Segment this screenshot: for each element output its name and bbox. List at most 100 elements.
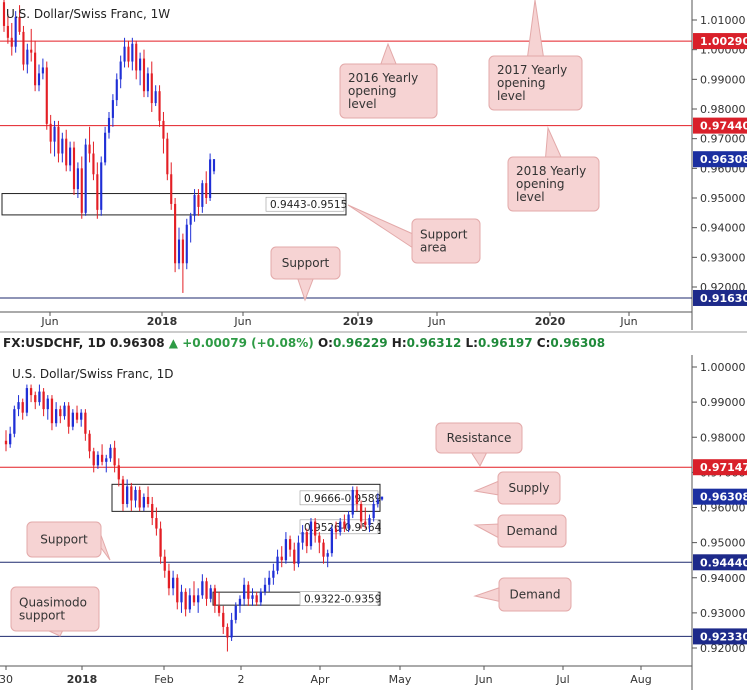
- candle-body: [297, 542, 300, 564]
- candle-body: [92, 153, 95, 175]
- candle-body: [22, 31, 25, 65]
- price-tick-label: 0.99000: [700, 396, 746, 409]
- time-tick-label: Aug: [630, 673, 651, 686]
- daily-price-ticks: 1.000000.990000.980000.970000.960000.950…: [692, 361, 746, 655]
- callout-text: opening: [348, 84, 397, 98]
- price-tick-label: 0.98000: [700, 431, 746, 444]
- candle-body: [67, 405, 70, 427]
- time-tick-label: 2018: [67, 673, 98, 686]
- callout-bubble: [488, 55, 583, 111]
- weekly-chart-panel: 0.9443-0.9515 1.010001.000000.990000.980…: [0, 0, 747, 330]
- callout: Supply: [473, 471, 561, 505]
- candle-body: [255, 595, 258, 603]
- time-tick-label: Apr: [310, 673, 330, 686]
- candle-body: [151, 503, 154, 519]
- time-tick-label: Jun: [233, 315, 251, 328]
- candle-body: [49, 123, 52, 142]
- candle-body: [113, 447, 116, 466]
- weekly-time-ticks: Jun 2018 Jun 2019 Jun 2020 Jun: [40, 312, 638, 328]
- price-tick-label: 1.00000: [700, 361, 746, 374]
- callout-text: Support: [282, 256, 330, 270]
- callout-text: area: [420, 241, 447, 255]
- candle-body: [322, 542, 325, 557]
- up-arrow-icon: ▲: [168, 336, 179, 350]
- candle-body: [75, 412, 79, 420]
- level-price-tag-label: 1.00290: [700, 35, 747, 48]
- weekly-chart-title: U.S. Dollar/Swiss Franc, 1W: [6, 7, 170, 21]
- candle-body: [88, 144, 91, 154]
- candle-body: [197, 595, 200, 603]
- candle-body: [205, 183, 208, 198]
- callout-bubble: [497, 514, 567, 548]
- candle-body: [50, 398, 54, 424]
- candle-body: [26, 49, 29, 65]
- current-price-tag: [693, 151, 747, 168]
- candle-body: [37, 73, 41, 86]
- time-tick-label: 2: [238, 673, 245, 686]
- callout-text: Demand: [510, 588, 561, 602]
- level-price-tag: [693, 33, 747, 50]
- time-tick-label: 30: [0, 673, 13, 686]
- candle-body: [76, 168, 79, 190]
- daily-plot-area: [0, 355, 692, 666]
- price-tick-label: 0.99000: [700, 73, 746, 86]
- low-value: 0.96197: [477, 336, 533, 350]
- candle-body: [42, 391, 45, 410]
- callout-text: opening: [497, 76, 546, 90]
- weekly-candles: [2, 0, 216, 293]
- candle-body: [130, 486, 133, 501]
- callout-bubble: [270, 246, 341, 280]
- candle-body: [121, 479, 125, 504]
- high-label: H:: [391, 336, 407, 350]
- candle-body: [138, 489, 141, 508]
- callout-text: level: [497, 89, 526, 103]
- candle-body: [96, 454, 100, 466]
- level-price-tag-label: 0.97440: [700, 120, 747, 133]
- candle-body: [25, 388, 29, 413]
- candle-body: [34, 395, 37, 403]
- callout-text: opening: [516, 177, 565, 191]
- time-tick-label: Feb: [154, 673, 173, 686]
- candle-body: [38, 391, 41, 403]
- candle-body: [201, 183, 204, 207]
- candle-body: [123, 46, 126, 62]
- level-price-tag-label: 0.91630: [700, 292, 747, 305]
- zone-label: 0.9443-0.9515: [270, 199, 347, 211]
- candle-body: [180, 591, 183, 603]
- candle-body: [107, 117, 111, 133]
- candle-body: [351, 489, 354, 515]
- candle-body: [166, 138, 169, 175]
- price-tick-label: 0.95000: [700, 192, 746, 205]
- candle-body: [238, 598, 242, 606]
- candle-body: [155, 518, 158, 529]
- candle-body: [29, 388, 33, 396]
- symbol-label: FX:USDCHF, 1D: [3, 336, 106, 350]
- callout: Support: [26, 521, 111, 561]
- callout-text: Quasimodo: [19, 596, 87, 610]
- candle-body: [209, 159, 212, 198]
- candle-body: [88, 433, 91, 452]
- time-tick-label: 2018: [147, 315, 178, 328]
- weekly-price-tags: 1.00290 0.97440 0.91630 0.96308: [693, 33, 747, 306]
- callout-bubble: [339, 63, 438, 119]
- candle-body: [326, 553, 329, 557]
- candle-body: [272, 570, 275, 578]
- candle-body: [10, 37, 13, 47]
- open-value: 0.96229: [332, 336, 388, 350]
- candle-body: [343, 521, 346, 529]
- candle-body: [201, 581, 204, 596]
- zone-label: 0.9526-0.9564: [304, 522, 382, 534]
- candle-body: [96, 174, 99, 210]
- current-price-tag: [693, 488, 747, 505]
- candle-body: [154, 91, 157, 104]
- candle-body: [71, 412, 74, 427]
- candle-body: [57, 126, 60, 154]
- candle-body: [167, 570, 171, 589]
- candle-body: [80, 168, 83, 213]
- candle-body: [72, 147, 76, 190]
- time-tick-label: Jun: [474, 673, 492, 686]
- price-tick-label: 0.98000: [700, 103, 746, 116]
- close-value: 0.96308: [550, 336, 606, 350]
- candle-body: [159, 528, 162, 557]
- candle-body: [100, 454, 104, 462]
